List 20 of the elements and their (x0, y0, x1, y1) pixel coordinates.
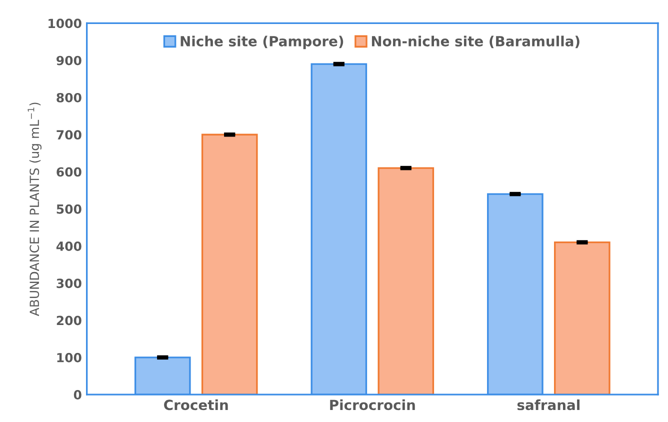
x-tick-label: safranal (517, 399, 580, 410)
y-tick-label: 200 (56, 316, 82, 326)
y-tick-label: 500 (56, 204, 82, 214)
y-tick-label: 900 (56, 56, 82, 66)
bar (554, 241, 610, 395)
y-axis-title: ABUNDANCE IN PLANTS (ug mL$^{−1}$) (28, 102, 42, 316)
y-tick-label: 1000 (48, 18, 82, 28)
bar (378, 167, 434, 395)
legend-label: Niche site (Pampore) (180, 36, 344, 50)
bar (201, 134, 258, 395)
y-tick-label: 700 (56, 130, 82, 140)
y-tick-label: 800 (56, 92, 82, 102)
y-tick-label: 400 (56, 242, 82, 251)
x-tick-label: Picrocrocin (330, 399, 415, 410)
y-tick-label: 600 (56, 167, 82, 177)
y-tick-label: 300 (56, 278, 82, 288)
legend-label: Non-niche site (Baramulla) (372, 36, 580, 48)
y-tick-label: 0 (74, 390, 82, 400)
x-tick-label: Crocetin (164, 399, 228, 410)
y-tick-label: 100 (57, 352, 82, 362)
